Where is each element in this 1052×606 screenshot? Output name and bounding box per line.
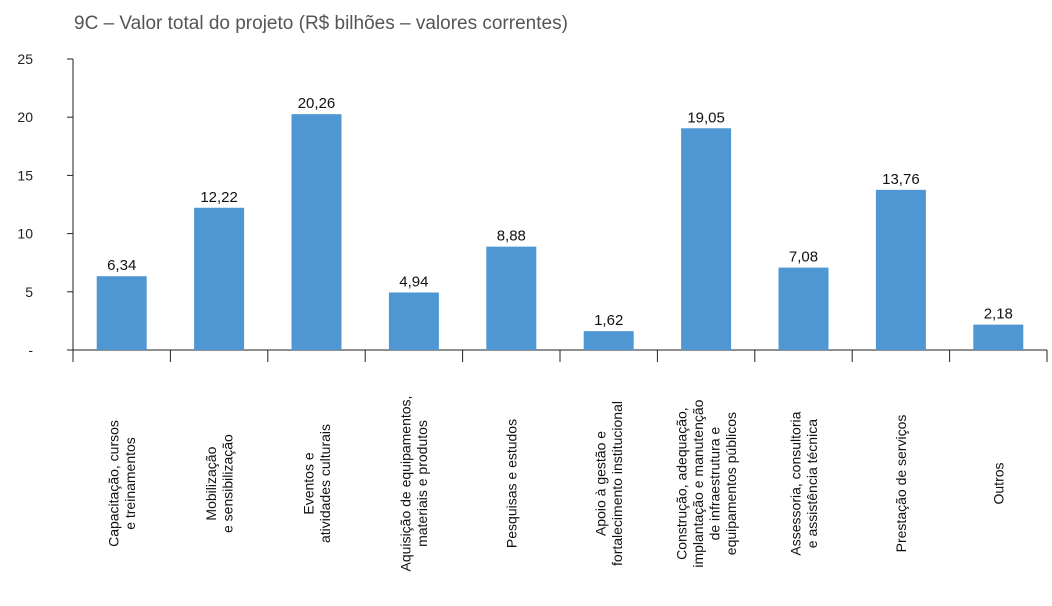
- bar: [681, 128, 732, 350]
- svg-text:Mobilizaçãoe sensibilização: Mobilizaçãoe sensibilização: [203, 434, 236, 533]
- bar: [875, 189, 926, 350]
- x-category-label: Eventos eatividades culturais: [300, 424, 333, 543]
- bar-value-label: 20,26: [298, 95, 336, 112]
- bar: [96, 276, 147, 350]
- bar-value-label: 2,18: [984, 306, 1013, 323]
- svg-text:Assessoria, consultoriae assis: Assessoria, consultoriae assistência téc…: [787, 411, 820, 555]
- bar: [778, 267, 829, 350]
- bar: [194, 207, 245, 350]
- bar: [291, 114, 342, 350]
- bar: [973, 324, 1024, 350]
- chart-title: 9C – Valor total do projeto (R$ bilhões …: [74, 13, 568, 34]
- x-category-label: Aquisição de equipamentos,materiais e pr…: [398, 396, 431, 572]
- bar-value-label: 8,88: [497, 228, 526, 245]
- x-category-label: Prestação de serviços: [893, 415, 909, 553]
- x-category-label: Mobilizaçãoe sensibilização: [203, 434, 236, 533]
- y-tick-label: -: [28, 342, 33, 358]
- bar-value-label: 4,94: [399, 273, 428, 290]
- svg-text:Outros: Outros: [990, 462, 1006, 504]
- svg-text:Eventos eatividades culturais: Eventos eatividades culturais: [300, 424, 333, 543]
- x-category-label: Construção, adequação,implantação e manu…: [673, 399, 739, 567]
- svg-text:Aquisição de equipamentos,mate: Aquisição de equipamentos,materiais e pr…: [398, 396, 431, 572]
- x-category-label: Apoio à gestão efortalecimento instituci…: [592, 401, 625, 566]
- bar-value-label: 1,62: [594, 312, 623, 329]
- x-category-label: Capacitação, cursose treinamentos: [105, 420, 138, 547]
- y-tick-label: 15: [17, 167, 33, 183]
- svg-text:Apoio à gestão efortalecimento: Apoio à gestão efortalecimento instituci…: [592, 401, 625, 566]
- bar-value-label: 13,76: [882, 171, 920, 188]
- x-category-label: Assessoria, consultoriae assistência téc…: [787, 411, 820, 555]
- y-tick-label: 10: [17, 226, 33, 242]
- svg-text:Capacitação, cursose treinamen: Capacitação, cursose treinamentos: [105, 420, 138, 547]
- svg-text:Pesquisas e estudos: Pesquisas e estudos: [503, 419, 519, 548]
- y-tick-label: 5: [25, 284, 33, 300]
- x-category-label: Pesquisas e estudos: [503, 419, 519, 548]
- y-tick-label: 25: [17, 51, 33, 67]
- bar: [388, 292, 439, 350]
- bar-value-label: 7,08: [789, 249, 818, 266]
- bar: [583, 331, 634, 350]
- y-tick-label: 20: [17, 109, 33, 125]
- svg-text:Prestação de serviços: Prestação de serviços: [893, 415, 909, 553]
- bar-value-label: 12,22: [200, 189, 238, 206]
- x-category-label: Outros: [990, 462, 1006, 504]
- bar-value-label: 6,34: [107, 257, 136, 274]
- svg-text:Construção, adequação,implanta: Construção, adequação,implantação e manu…: [673, 399, 739, 567]
- bar: [486, 246, 537, 350]
- bar-value-label: 19,05: [687, 109, 725, 126]
